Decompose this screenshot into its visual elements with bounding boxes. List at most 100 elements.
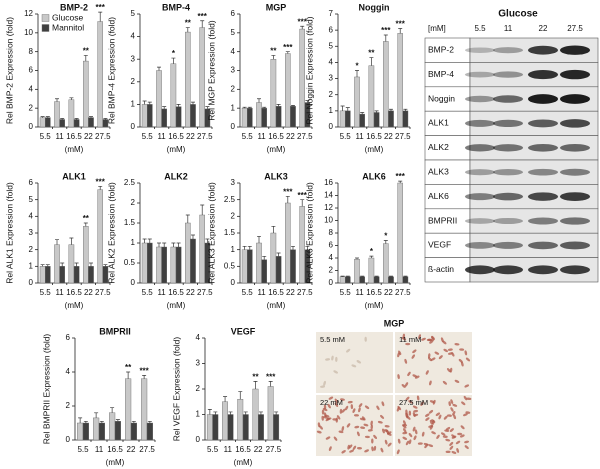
blot-row-label: BMP-2 — [428, 44, 454, 54]
x-tick-label: 22 — [186, 288, 195, 297]
y-tick-label: 2.5 — [124, 178, 136, 187]
y-axis-label: Rel Noggin Expression (fold) — [304, 16, 314, 124]
bar — [93, 417, 100, 441]
cell — [346, 423, 351, 428]
bar — [368, 257, 375, 284]
blot-band — [465, 144, 495, 152]
blot-band — [528, 217, 558, 225]
cell — [381, 401, 385, 407]
error-bar — [83, 420, 88, 423]
bar — [130, 422, 137, 441]
error-bar — [360, 275, 365, 277]
error-bar — [157, 66, 162, 71]
cell — [454, 379, 460, 383]
blot-band — [528, 168, 558, 176]
x-tick-label: 11 — [157, 288, 166, 297]
cell — [408, 432, 413, 438]
significance: ** — [252, 372, 259, 381]
cell — [461, 401, 466, 406]
significance: ** — [368, 49, 375, 58]
error-bar — [190, 101, 195, 105]
significance: *** — [396, 172, 406, 181]
cell — [319, 425, 323, 430]
chart-title: ALK2 — [164, 171, 188, 181]
cell — [404, 358, 408, 364]
error-bar — [369, 57, 374, 66]
error-bar — [200, 204, 205, 215]
significance: ** — [270, 47, 277, 56]
blot-label-cell — [424, 110, 471, 136]
blot-label-cell — [424, 208, 471, 234]
cell — [445, 438, 451, 442]
cell — [367, 429, 373, 432]
cell — [387, 442, 392, 447]
cell — [401, 384, 406, 388]
error-bar — [242, 106, 247, 109]
significance: * — [384, 232, 388, 241]
error-bar — [45, 264, 50, 267]
lane-label: 22 — [539, 24, 548, 33]
error-bar — [88, 116, 93, 118]
error-bar — [103, 118, 108, 120]
significance: ** — [125, 363, 132, 372]
blot-band — [465, 95, 495, 103]
cell — [424, 444, 429, 449]
chart-title: BMPRII — [99, 326, 131, 336]
bar — [146, 422, 153, 441]
cell — [427, 353, 431, 359]
cell — [464, 384, 470, 388]
bar — [359, 276, 365, 284]
y-tick-label: 2 — [329, 90, 334, 99]
bar — [161, 246, 167, 284]
cell — [431, 431, 436, 435]
error-bar — [83, 55, 88, 62]
micrograph-panel — [395, 395, 472, 456]
bar — [83, 226, 89, 284]
bar — [114, 421, 121, 441]
x-tick-label: 5.5 — [77, 445, 89, 454]
error-bar — [305, 245, 310, 250]
bar — [222, 401, 229, 441]
cell — [444, 429, 450, 432]
cell — [364, 435, 370, 439]
cell — [451, 435, 457, 439]
significance: *** — [96, 177, 106, 186]
cell — [421, 337, 426, 341]
cell — [351, 364, 357, 368]
bar — [190, 238, 196, 284]
error-bar — [200, 20, 205, 28]
blot-row-label: ALK3 — [428, 166, 449, 176]
blot-band — [493, 265, 523, 275]
error-bar — [276, 252, 281, 257]
y-tick-label: 2.5 — [224, 195, 236, 204]
error-bar — [131, 420, 136, 423]
bar — [59, 119, 65, 128]
bar — [258, 414, 264, 441]
x-tick-label: 16.5 — [268, 132, 284, 141]
blot-band — [560, 94, 590, 104]
x-tick-label: 22 — [84, 132, 93, 141]
y-tick-label: 8 — [29, 47, 34, 56]
cell — [420, 401, 424, 406]
blot-label-cell — [424, 184, 471, 210]
error-bar — [157, 242, 162, 247]
error-bar — [171, 57, 176, 64]
bar — [368, 65, 375, 128]
bar — [54, 101, 60, 128]
cell — [333, 370, 338, 374]
cell — [336, 415, 341, 420]
cell — [465, 357, 471, 362]
bar — [285, 202, 291, 284]
blot-band — [465, 193, 495, 201]
cell — [345, 405, 349, 411]
bar — [383, 243, 389, 284]
blot-band — [528, 241, 558, 250]
x-tick-label: 22 — [186, 132, 195, 141]
error-bar — [374, 275, 379, 277]
error-bar — [398, 180, 403, 183]
bar — [354, 76, 360, 128]
cell — [397, 374, 400, 380]
x-tick-label: 16.5 — [366, 288, 382, 297]
cell — [356, 447, 362, 450]
